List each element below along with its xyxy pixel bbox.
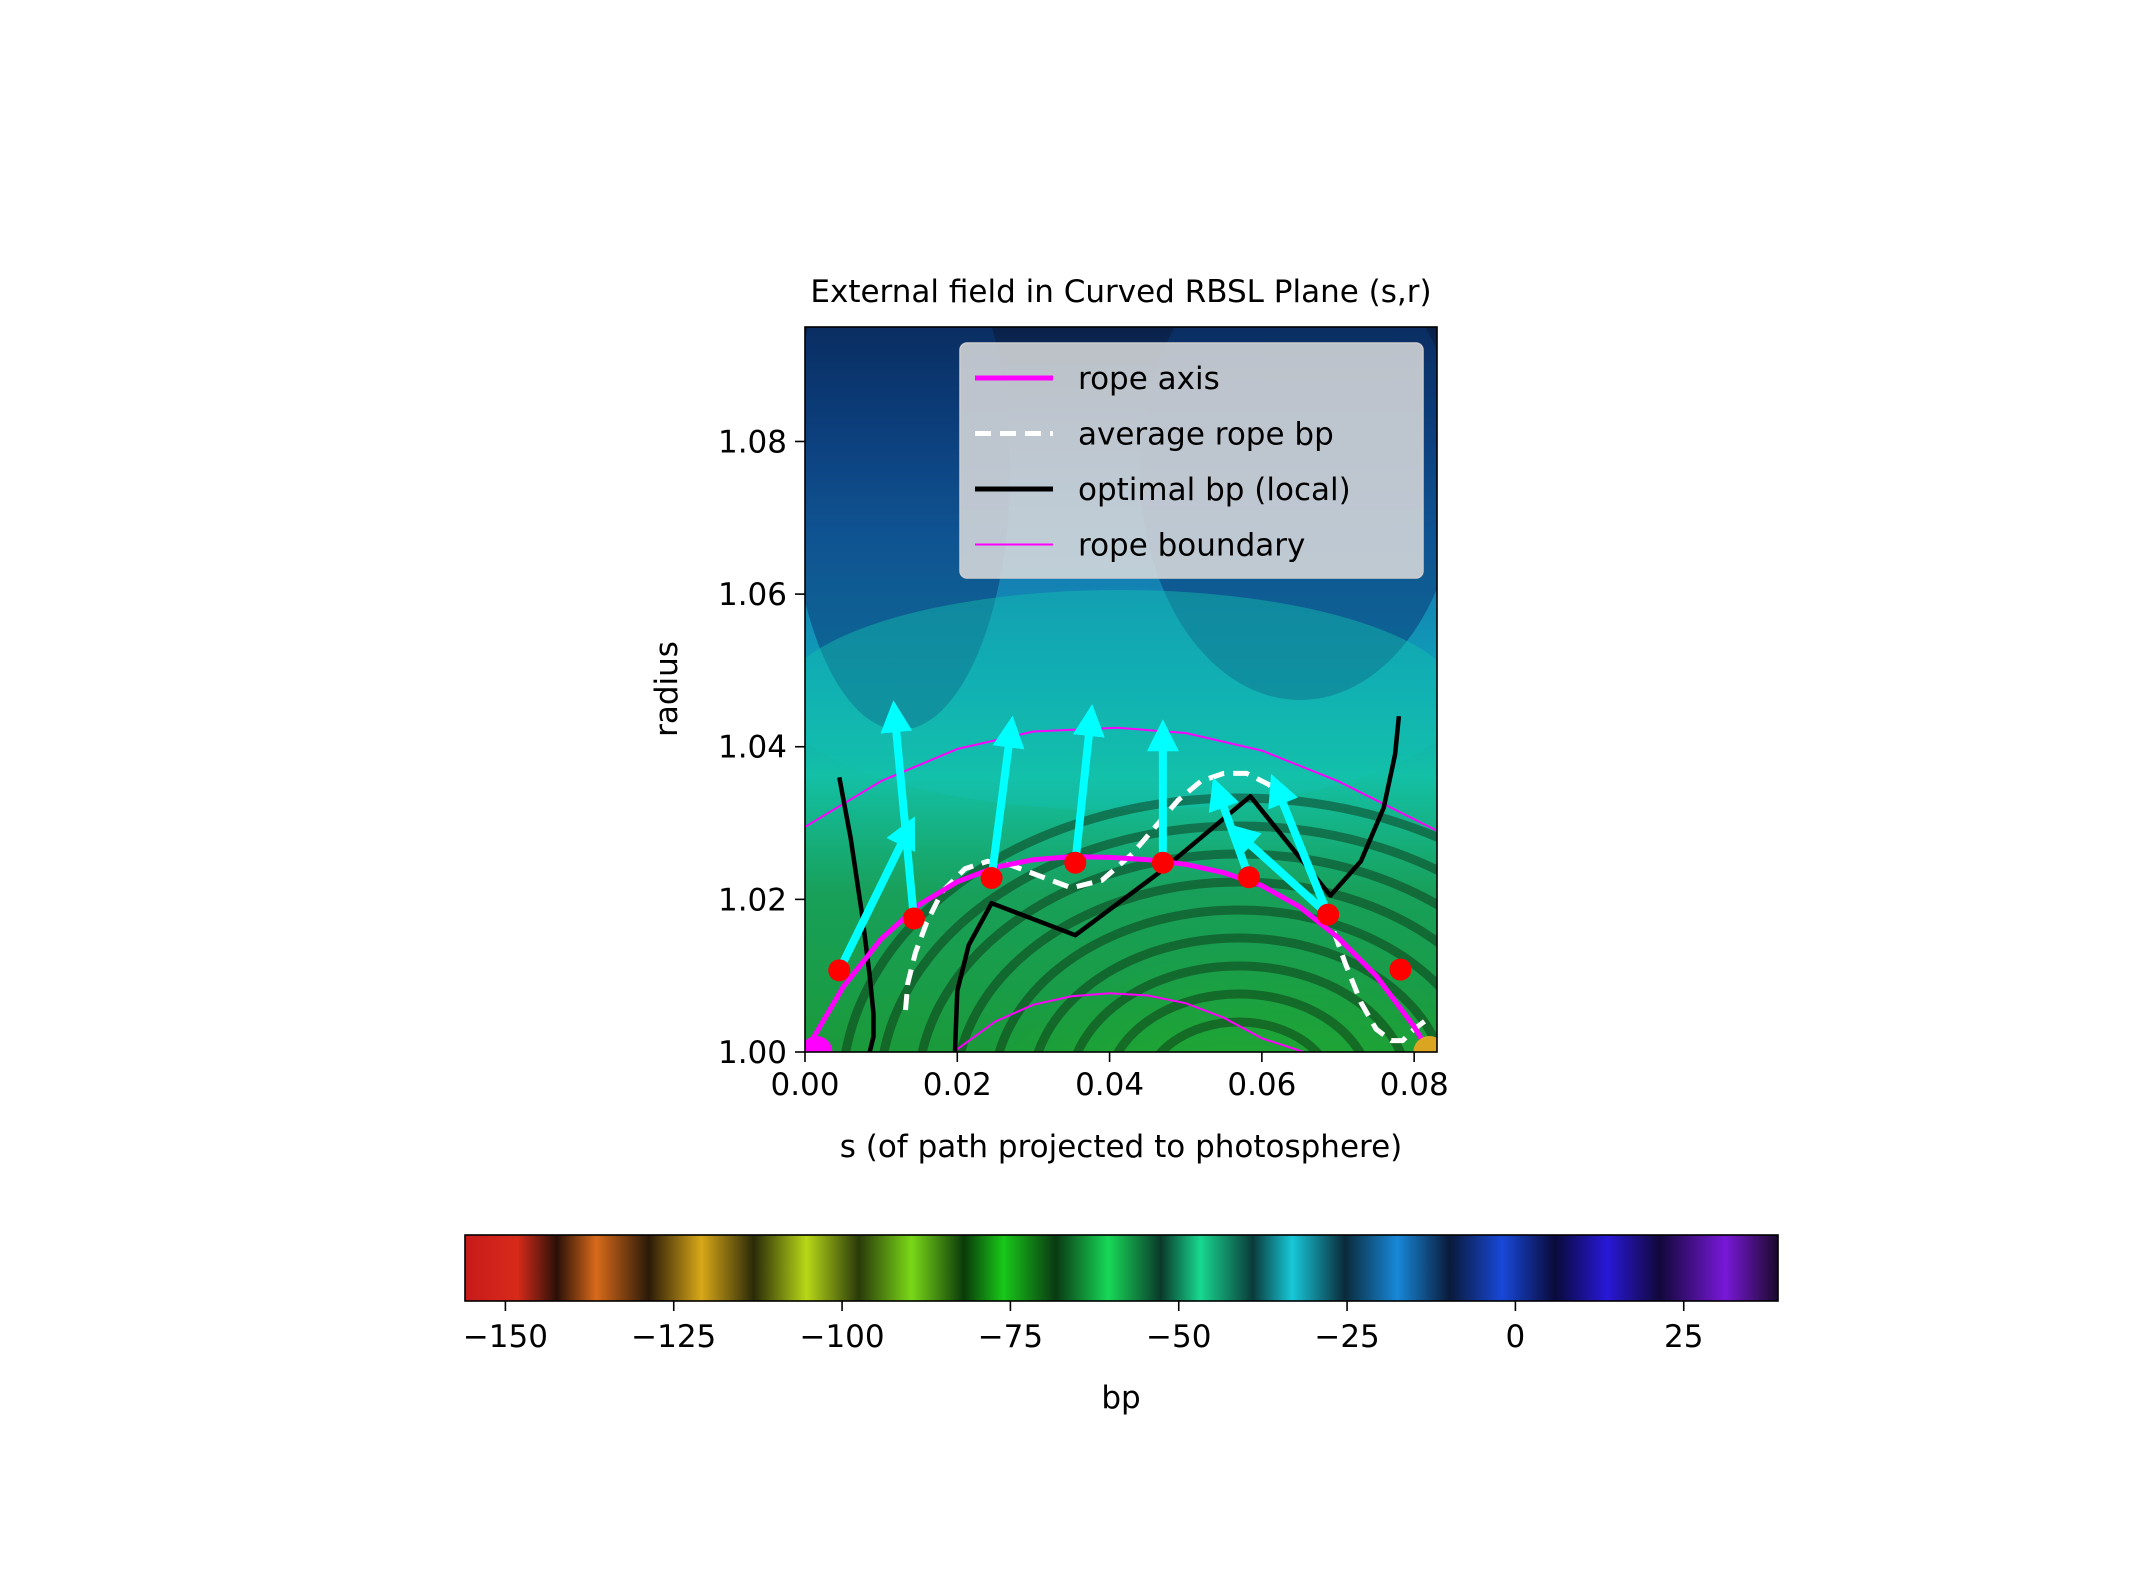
optimal-bp-line — [837, 776, 876, 1052]
sample-point — [1151, 851, 1174, 874]
x-axis-label: s (of path projected to photosphere) — [840, 1129, 1403, 1165]
colorbar-tick-label: 25 — [1664, 1319, 1703, 1355]
y-tick-label: 1.08 — [718, 424, 787, 460]
heatmap-band — [1072, 961, 1406, 1052]
field-vector-arrow — [987, 715, 1025, 879]
colorbar-tick-label: −150 — [463, 1319, 548, 1355]
x-tick-label: 0.08 — [1380, 1067, 1449, 1103]
legend-label: optimal bp (local) — [1078, 472, 1351, 508]
optimal-bp-line — [952, 715, 1402, 1052]
legend-label: rope boundary — [1078, 528, 1305, 564]
heatmap-core — [970, 810, 1437, 1052]
x-tick-label: 0.02 — [923, 1067, 992, 1103]
legend-box — [959, 342, 1424, 579]
sample-point — [1317, 903, 1340, 926]
y-tick-label: 1.04 — [718, 730, 787, 766]
colorbar-label: bp — [1101, 1380, 1140, 1416]
field-vector-arrow — [835, 816, 916, 973]
colorbar-tick-label: −25 — [1314, 1319, 1379, 1355]
colorbar-tick-label: −100 — [799, 1319, 884, 1355]
y-axis: 1.00 1.02 1.04 1.06 1.08 — [718, 424, 805, 1071]
sample-point — [1064, 851, 1087, 874]
field-vector-arrow — [880, 700, 918, 919]
sample-point — [902, 907, 925, 930]
heatmap-band — [1033, 933, 1437, 1052]
colorbar-gradient — [464, 1234, 1779, 1302]
x-tick-label: 0.06 — [1227, 1067, 1296, 1103]
y-axis-label: radius — [649, 641, 685, 737]
colorbar-tick-label: −50 — [1146, 1319, 1211, 1355]
sample-point — [1389, 958, 1412, 981]
legend-label: average rope bp — [1078, 417, 1334, 453]
colorbar: −150 −125 −100 −75 −50 −25 0 25 bp — [463, 1234, 1779, 1416]
colorbar-tick-label: −75 — [978, 1319, 1043, 1355]
y-tick-label: 1.00 — [718, 1035, 787, 1071]
sample-point — [1237, 866, 1260, 889]
x-tick-label: 0.04 — [1075, 1067, 1144, 1103]
rope-boundary-line — [952, 992, 1305, 1052]
field-vector-arrow — [1268, 773, 1332, 917]
rope-boundary-line — [805, 726, 1437, 832]
overlays — [805, 700, 1437, 1052]
heatmap-upper-band — [805, 590, 1437, 810]
field-vector-arrow — [1071, 704, 1105, 864]
footpoint-marker — [805, 1036, 833, 1052]
y-tick-label: 1.06 — [718, 577, 787, 613]
heatmap-band — [841, 793, 1437, 1052]
heatmap-band — [1113, 989, 1365, 1052]
x-tick-label: 0.00 — [770, 1067, 839, 1103]
heatmap-band — [1155, 1017, 1323, 1052]
chart-title: External field in Curved RBSL Plane (s,r… — [810, 274, 1431, 310]
average-rope-bp-line — [903, 770, 1431, 1044]
sample-point — [980, 867, 1003, 889]
field-vector-arrow — [1227, 823, 1331, 918]
heatmap-lobe-left — [805, 327, 1010, 730]
sample-point — [828, 959, 851, 982]
legend: rope axis average rope bp optimal bp (loca… — [959, 342, 1424, 579]
y-tick-label: 1.02 — [718, 882, 787, 918]
plot-frame — [804, 326, 1438, 1053]
footpoint-marker — [1413, 1036, 1437, 1052]
x-axis: 0.00 0.02 0.04 0.06 0.08 — [770, 1052, 1449, 1103]
colorbar-tick-label: 0 — [1506, 1319, 1526, 1355]
legend-label: rope axis — [1078, 361, 1220, 397]
heatmap-band — [994, 905, 1437, 1052]
colorbar-tick-label: −125 — [631, 1319, 716, 1355]
